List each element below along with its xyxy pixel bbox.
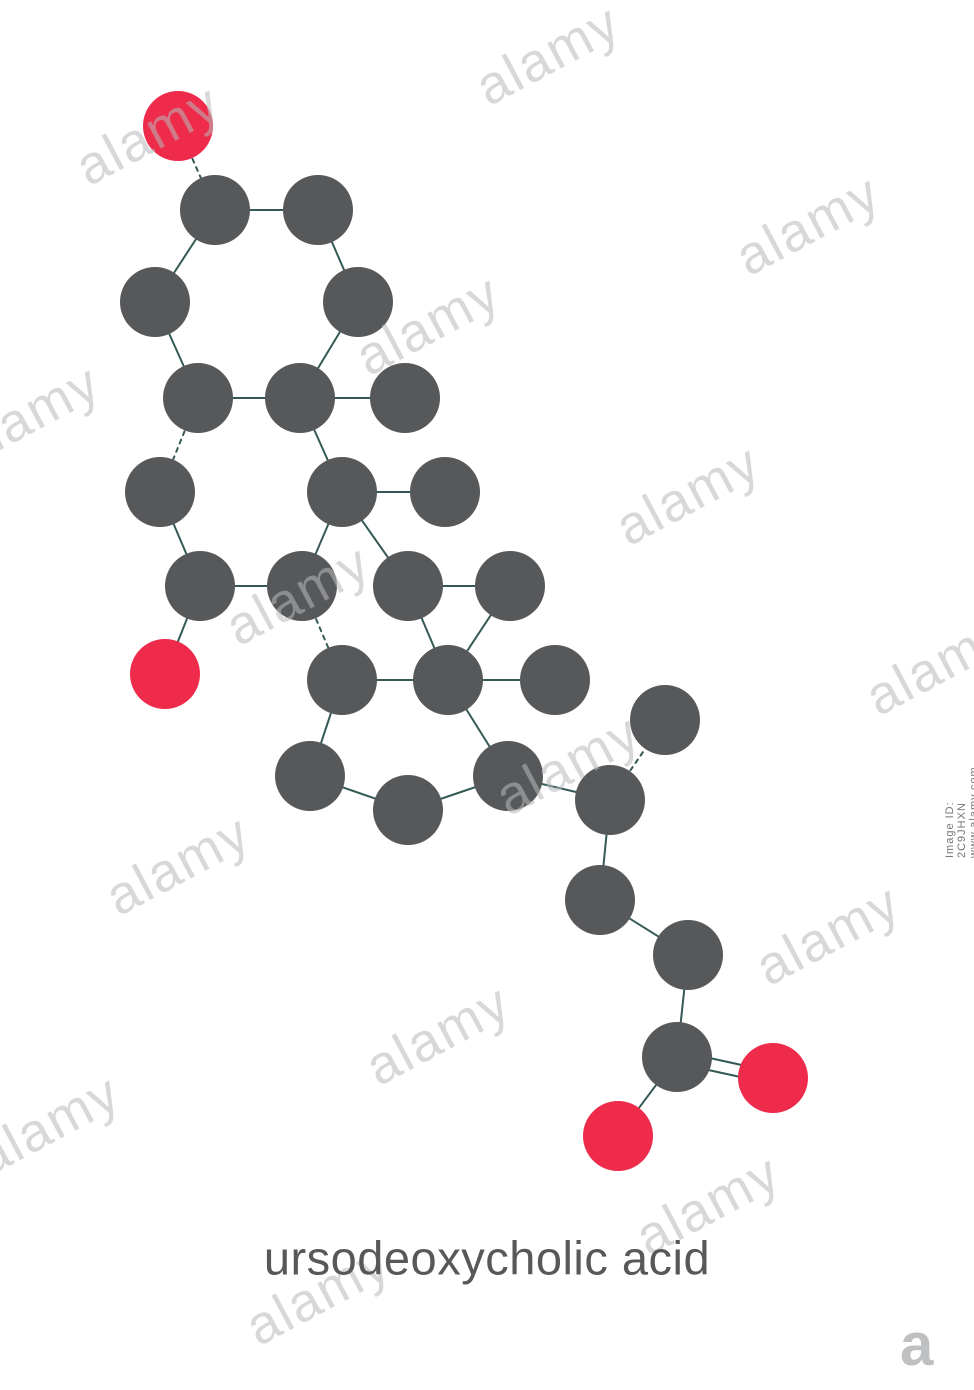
carbon-atom (373, 775, 443, 845)
carbon-atom (120, 267, 190, 337)
oxygen-atom (130, 639, 200, 709)
diagram-canvas: alamyalamyalamyalamyalamyalamyalamyalamy… (0, 0, 974, 1390)
alamy-logo-icon: a (900, 1310, 933, 1379)
carbon-atom (520, 645, 590, 715)
carbon-atom (475, 551, 545, 621)
carbon-atom (642, 1022, 712, 1092)
carbon-atom (413, 645, 483, 715)
image-id-label: Image ID: 2C9JHXN www.alamy.com (944, 766, 974, 858)
carbon-atom (653, 920, 723, 990)
compound-title: ursodeoxycholic acid (264, 1231, 710, 1286)
carbon-atom (565, 865, 635, 935)
carbon-atom (275, 741, 345, 811)
carbon-atom (307, 457, 377, 527)
carbon-atom (373, 551, 443, 621)
carbon-atom (125, 457, 195, 527)
oxygen-atom (583, 1101, 653, 1171)
carbon-atom (265, 363, 335, 433)
oxygen-atom (738, 1043, 808, 1113)
carbon-atom (410, 457, 480, 527)
carbon-atom (163, 363, 233, 433)
carbon-atom (307, 645, 377, 715)
carbon-atom (283, 175, 353, 245)
carbon-atom (180, 175, 250, 245)
